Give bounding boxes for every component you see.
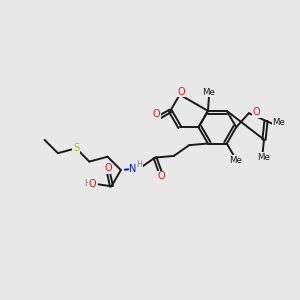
Text: O: O — [253, 107, 260, 117]
Text: N: N — [129, 164, 137, 174]
Text: O: O — [157, 171, 165, 182]
Text: O: O — [105, 164, 112, 173]
Text: H: H — [137, 160, 142, 169]
Text: Me: Me — [202, 88, 215, 97]
Text: Me: Me — [272, 118, 285, 127]
Text: Me: Me — [257, 153, 270, 162]
Text: O: O — [89, 179, 97, 189]
Text: Me: Me — [229, 156, 242, 165]
Text: S: S — [73, 143, 79, 153]
Text: O: O — [152, 110, 160, 119]
Text: H: H — [84, 179, 91, 188]
Text: O: O — [178, 87, 185, 97]
